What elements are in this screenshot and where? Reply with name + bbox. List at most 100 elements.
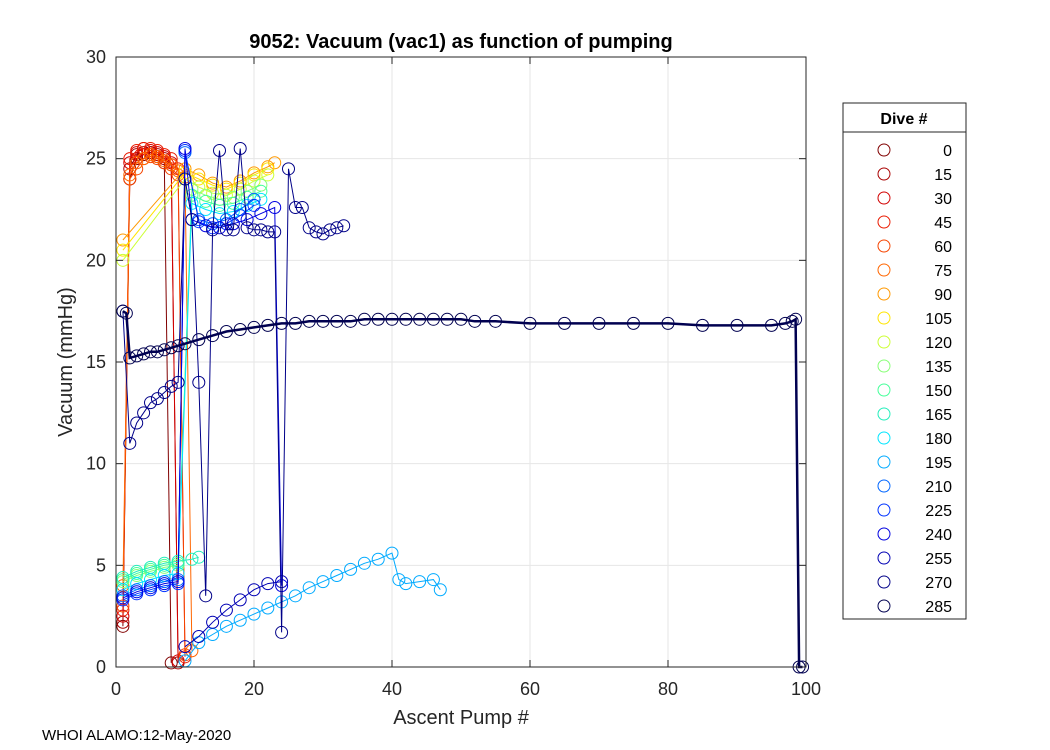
data-point: [116, 599, 130, 613]
data-point: [399, 577, 413, 591]
data-point: [130, 349, 144, 363]
legend-label: 45: [934, 215, 952, 232]
legend-marker: [877, 263, 891, 277]
data-point: [316, 314, 330, 328]
data-point: [261, 318, 275, 332]
legend-marker: [877, 335, 891, 349]
data-point: [261, 601, 275, 615]
series-line: [122, 148, 283, 599]
legend-entry: 150: [877, 383, 952, 400]
data-point: [268, 225, 282, 239]
data-point: [192, 172, 206, 186]
data-point: [316, 575, 330, 589]
data-point: [233, 142, 247, 155]
data-point: [385, 546, 399, 560]
data-point: [219, 223, 233, 237]
data-point: [178, 142, 192, 155]
data-point: [627, 316, 640, 330]
legend-entry: 105: [877, 311, 952, 328]
data-point: [454, 312, 468, 326]
data-point: [344, 562, 358, 576]
data-point: [192, 215, 206, 229]
data-point: [661, 316, 675, 330]
data-point: [116, 233, 130, 247]
data-point: [123, 351, 137, 365]
data-point: [171, 375, 185, 389]
data-point: [137, 152, 151, 166]
data-point: [219, 188, 233, 202]
data-point: [157, 154, 171, 168]
legend-marker: [877, 599, 891, 613]
data-point: [247, 607, 261, 621]
data-point: [137, 347, 151, 361]
legend-label: 285: [925, 599, 952, 616]
legend-entry: 120: [877, 335, 952, 352]
data-point: [206, 329, 220, 343]
legend-marker: [877, 575, 891, 589]
data-point: [268, 200, 282, 214]
data-point: [592, 316, 606, 330]
data-point: [130, 156, 144, 170]
legend-entry: 225: [877, 503, 952, 520]
legend-entry: 195: [877, 455, 952, 472]
data-point: [392, 573, 406, 587]
data-point: [413, 312, 427, 326]
data-point: [330, 221, 344, 235]
data-point: [192, 333, 206, 347]
legend-label: 240: [925, 527, 952, 544]
legend-entry: 270: [877, 575, 952, 592]
data-point: [226, 223, 240, 237]
data-point: [558, 316, 571, 330]
data-point: [219, 325, 233, 338]
data-point: [275, 316, 289, 330]
data-point: [785, 314, 799, 328]
data-point: [178, 172, 192, 186]
series-line: [122, 198, 262, 591]
legend-label: 135: [925, 359, 952, 376]
legend-label: 75: [934, 263, 952, 280]
data-point: [309, 225, 323, 239]
data-point: [123, 436, 137, 450]
x-tick-label: 100: [791, 679, 821, 699]
x-tick-label: 60: [520, 679, 540, 699]
legend-entry: 90: [877, 287, 952, 304]
legend-marker: [877, 503, 891, 517]
legend-entry: 255: [877, 551, 952, 568]
series-255: [178, 575, 289, 654]
data-point: [130, 585, 144, 599]
legend-marker: [877, 527, 891, 541]
series-270: [116, 142, 351, 639]
legend-label: 180: [925, 431, 952, 448]
data-point: [730, 318, 744, 332]
legend-marker: [877, 359, 891, 373]
legend-marker: [877, 311, 891, 325]
legend-label: 210: [925, 479, 952, 496]
data-point: [371, 312, 385, 326]
data-point: [233, 322, 247, 336]
legend-label: 0: [943, 143, 952, 160]
data-point: [157, 343, 171, 357]
data-point: [288, 200, 302, 214]
data-point: [302, 221, 316, 235]
data-point: [254, 207, 268, 221]
data-point: [233, 182, 247, 196]
data-point: [144, 345, 157, 359]
legend-label: 165: [925, 407, 952, 424]
data-point: [150, 150, 164, 164]
data-point: [240, 221, 254, 235]
data-point: [254, 184, 268, 198]
data-point: [247, 223, 261, 237]
x-axis-label: Ascent Pump #: [393, 707, 530, 729]
data-point: [185, 644, 199, 658]
data-point: [233, 593, 247, 607]
data-point: [240, 190, 254, 204]
data-point: [261, 168, 275, 182]
grid: [115, 56, 807, 668]
legend-label: 60: [934, 239, 952, 256]
y-tick-label: 5: [96, 555, 106, 575]
data-point: [489, 314, 502, 328]
x-tick-label: 40: [382, 679, 402, 699]
data-point: [233, 613, 247, 627]
x-tick-label: 0: [111, 679, 121, 699]
data-point: [385, 312, 399, 326]
